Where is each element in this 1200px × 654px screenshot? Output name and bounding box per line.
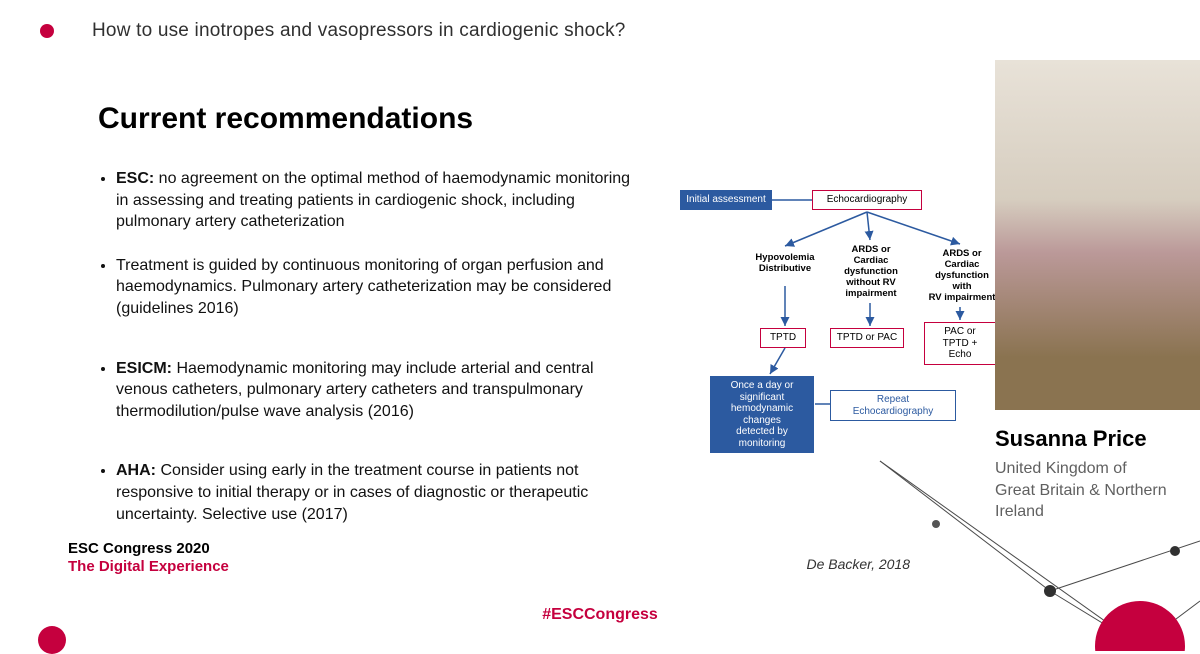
bullet-item: Treatment is guided by continuous monito… <box>116 255 638 320</box>
decorative-dot-icon <box>932 520 940 528</box>
flow-node-c1: HypovolemiaDistributive <box>750 250 820 278</box>
flow-node-c3: ARDS or Cardiacdysfunction withRV impair… <box>920 246 1004 307</box>
bullet-item: ESICM: Haemodynamic monitoring may inclu… <box>116 358 638 423</box>
speaker-video-thumbnail <box>995 60 1200 410</box>
decorative-dot-icon <box>38 626 66 654</box>
slide-title: Current recommendations <box>98 102 473 136</box>
flow-node-c2: ARDS or Cardiacdysfunctionwithout RVimpa… <box>830 242 912 303</box>
speaker-location: United Kingdom of Great Britain & Northe… <box>995 458 1200 523</box>
citation: De Backer, 2018 <box>806 556 910 572</box>
bullet-item: AHA: Consider using early in the treatme… <box>116 460 638 525</box>
header-accent-dot <box>40 24 54 38</box>
slide: Current recommendations ESC: no agreemen… <box>40 60 970 580</box>
flow-node-rep: Repeat Echocardiography <box>830 390 956 421</box>
speaker-panel: Susanna Price United Kingdom of Great Br… <box>995 60 1200 523</box>
flow-node-init: Initial assessment <box>680 190 772 210</box>
flow-node-echo: Echocardiography <box>812 190 922 210</box>
page-title: How to use inotropes and vasopressors in… <box>92 20 626 42</box>
speaker-name: Susanna Price <box>995 426 1200 452</box>
flow-node-r2: TPTD or PAC <box>830 328 904 348</box>
flow-node-note: Once a day orsignificanthemodynamic chan… <box>710 376 814 453</box>
hashtag: #ESCCongress <box>0 606 1200 624</box>
flowchart: Initial assessment Echocardiography Hypovo… <box>680 190 980 500</box>
congress-subtitle: The Digital Experience <box>68 558 229 575</box>
congress-title: ESC Congress 2020 <box>68 540 210 557</box>
bullet-list: ESC: no agreement on the optimal method … <box>98 168 638 547</box>
bullet-item: ESC: no agreement on the optimal method … <box>116 168 638 233</box>
flow-node-r1: TPTD <box>760 328 806 348</box>
flow-node-r3: PAC orTPTD + Echo <box>924 322 996 365</box>
